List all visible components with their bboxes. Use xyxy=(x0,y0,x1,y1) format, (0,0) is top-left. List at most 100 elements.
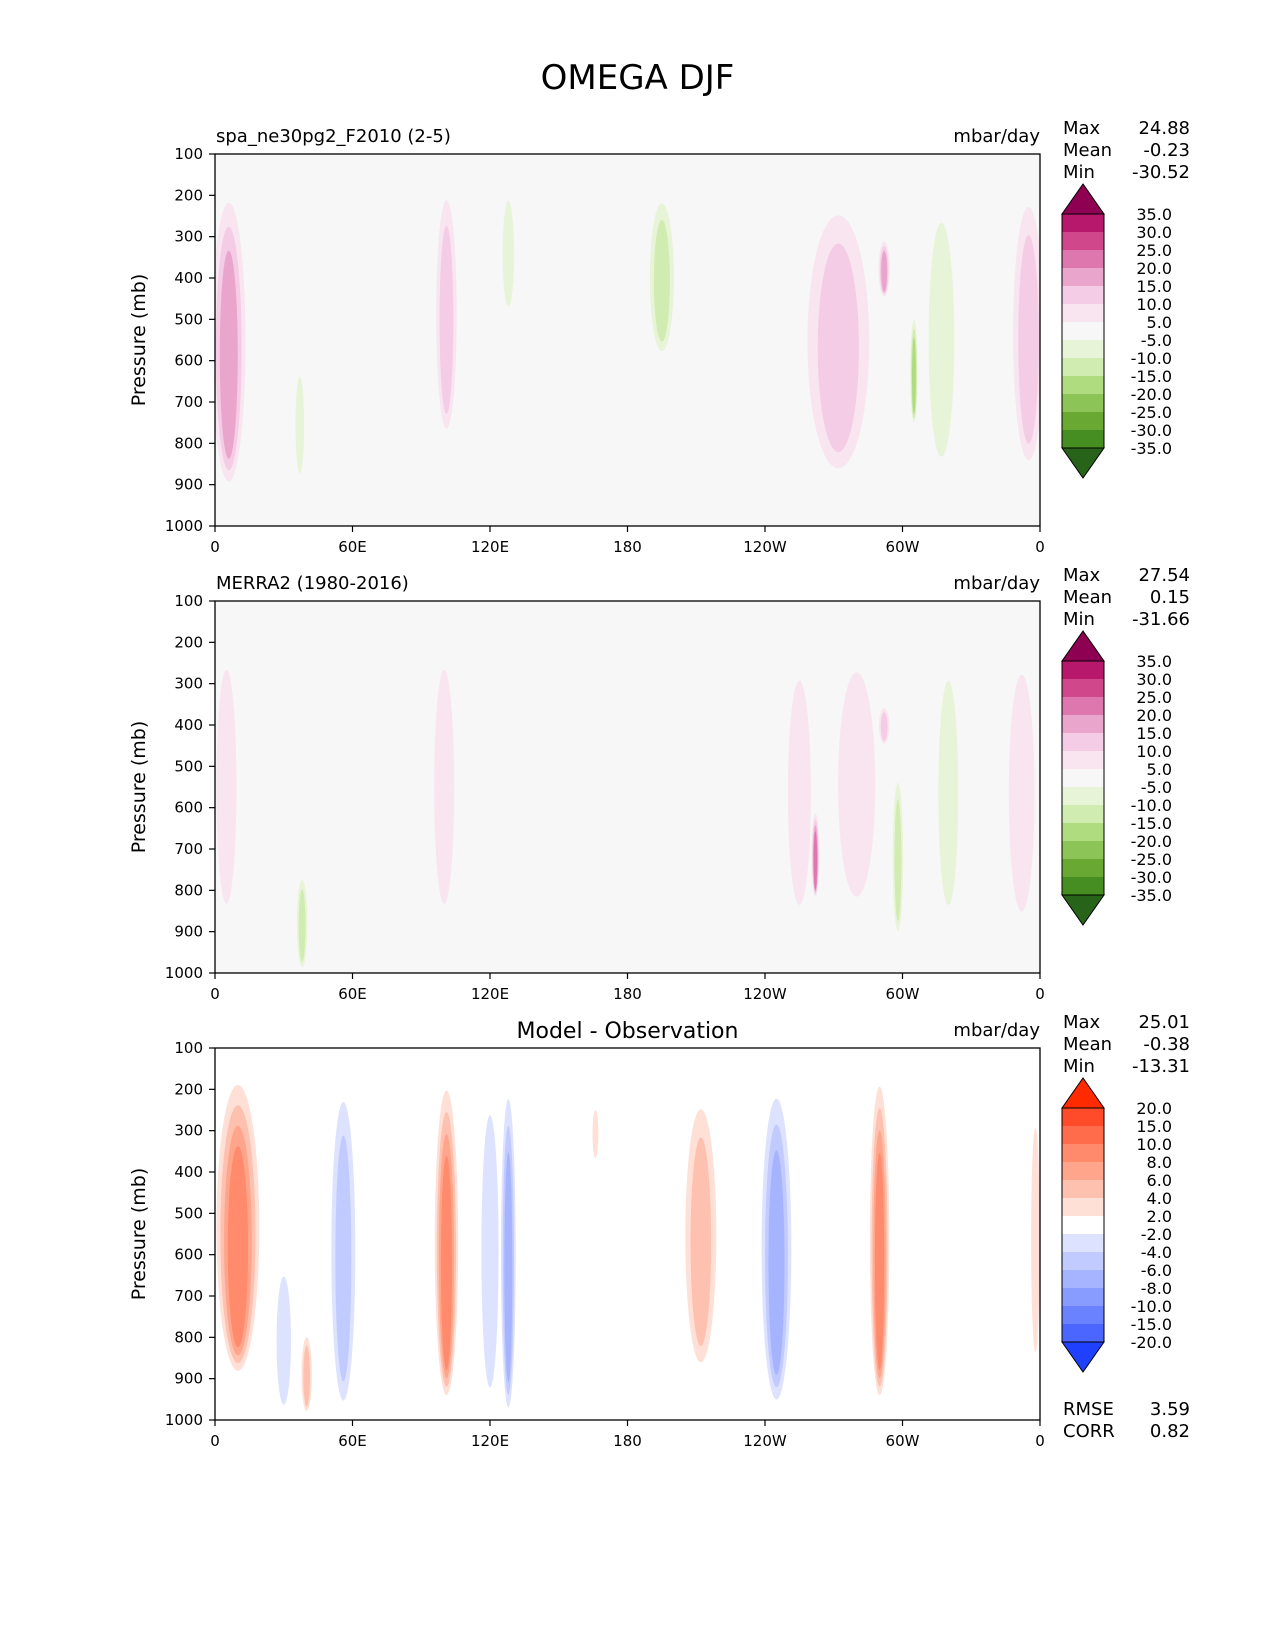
colorbar-cell xyxy=(1062,430,1104,448)
colorbar-cell xyxy=(1062,1234,1104,1252)
colorbar-extend-max xyxy=(1061,1077,1105,1109)
field-feature-0-level-1 xyxy=(216,669,237,904)
colorbar-tick-label: -20.0 xyxy=(1131,832,1172,851)
colorbar-tick-label: 5.0 xyxy=(1147,313,1172,332)
x-tick-label: 180 xyxy=(613,1432,642,1450)
y-axis-label: Pressure (mb) xyxy=(128,1168,150,1301)
y-tick-label: 300 xyxy=(174,675,203,693)
x-tick-label: 60E xyxy=(338,538,367,556)
colorbar-tick-label: -15.0 xyxy=(1131,814,1172,833)
field-feature-4-level-4 xyxy=(440,1155,452,1370)
stat-label-max: Max xyxy=(1063,1012,1101,1033)
colorbar-tick-label: 15.0 xyxy=(1136,1117,1172,1136)
stat-value-min: -13.31 xyxy=(1132,1056,1190,1077)
x-tick-label: 180 xyxy=(613,538,642,556)
stat-value-max: 27.54 xyxy=(1138,565,1190,586)
y-tick-label: 400 xyxy=(174,1163,203,1181)
colorbar-cell xyxy=(1062,268,1104,286)
colorbar-tick-label: 20.0 xyxy=(1136,259,1172,278)
colorbar-cell xyxy=(1062,823,1104,841)
y-tick-label: 500 xyxy=(174,757,203,775)
field-feature-12-level-1 xyxy=(928,222,955,457)
x-tick-label: 0 xyxy=(1035,538,1045,556)
field-feature-6-level-3 xyxy=(504,1152,513,1383)
colorbar-cell xyxy=(1062,769,1104,787)
colorbar-tick-label: 15.0 xyxy=(1136,277,1172,296)
x-tick-label: 0 xyxy=(210,985,220,1003)
colorbar-tick-label: -35.0 xyxy=(1131,886,1172,905)
colorbar-frame xyxy=(1061,660,1105,896)
field-feature-8-level-0 xyxy=(645,1110,683,1379)
colorbar-extend-min xyxy=(1061,447,1105,479)
field-feature-6-level-1 xyxy=(502,200,515,307)
colorbar-cell xyxy=(1062,214,1104,232)
colorbar-cell xyxy=(1062,715,1104,733)
field-feature-1-level-0 xyxy=(272,344,296,518)
x-tick-label: 120E xyxy=(471,1432,509,1450)
colorbar-cell xyxy=(1062,394,1104,412)
x-tick-label: 60W xyxy=(886,1432,920,1450)
colorbar-frame xyxy=(1061,1107,1105,1343)
colorbar-cell xyxy=(1062,1216,1104,1234)
colorbar-cell xyxy=(1062,1252,1104,1270)
field-features xyxy=(215,1064,1040,1420)
colorbar-cell xyxy=(1062,1270,1104,1288)
field-features xyxy=(215,629,1040,973)
colorbar-cell xyxy=(1062,1108,1104,1126)
colorbar-cell xyxy=(1062,733,1104,751)
colorbar-tick-label: -30.0 xyxy=(1131,421,1172,440)
colorbar-tick-label: 10.0 xyxy=(1136,1135,1172,1154)
field-feature-3-level-2 xyxy=(335,1135,352,1382)
field-feature-3-level-0 xyxy=(338,195,358,258)
colorbar-cell xyxy=(1062,1162,1104,1180)
colorbar-cell xyxy=(1062,304,1104,322)
x-tick-label: 0 xyxy=(1035,1432,1045,1450)
stat-value-mean: 0.15 xyxy=(1150,587,1190,608)
y-tick-label: 500 xyxy=(174,1204,203,1222)
x-tick-label: 120W xyxy=(743,1432,787,1450)
x-tick-label: 120W xyxy=(743,985,787,1003)
colorbar-tick-label: 6.0 xyxy=(1147,1171,1172,1190)
panel-title: Model - Observation xyxy=(517,1019,739,1044)
field-feature-10-level-1 xyxy=(1008,674,1035,912)
colorbar-tick-label: 10.0 xyxy=(1136,742,1172,761)
y-tick-label: 100 xyxy=(174,145,203,163)
colorbar-cell xyxy=(1062,1324,1104,1342)
field-feature-12-level-0 xyxy=(902,1089,940,1420)
y-tick-label: 400 xyxy=(174,269,203,287)
y-tick-label: 800 xyxy=(174,434,203,452)
stat-label-max: Max xyxy=(1063,118,1101,139)
colorbar-tick-label: -4.0 xyxy=(1141,1243,1172,1262)
colorbar-tick-label: -10.0 xyxy=(1131,349,1172,368)
colorbar: 20.015.010.08.06.04.02.0-2.0-4.0-6.0-8.0… xyxy=(1061,1077,1172,1373)
colorbar-tick-label: -2.0 xyxy=(1141,1225,1172,1244)
colorbar: 35.030.025.020.015.010.05.0-5.0-10.0-15.… xyxy=(1061,183,1172,479)
stat-value-rmse: 3.59 xyxy=(1150,1399,1190,1420)
x-tick-label: 180 xyxy=(613,985,642,1003)
colorbar-cell xyxy=(1062,661,1104,679)
x-tick-label: 120E xyxy=(471,538,509,556)
field-feature-1-level-2 xyxy=(298,889,306,962)
colorbar-tick-label: -25.0 xyxy=(1131,850,1172,869)
stat-label-mean: Mean xyxy=(1063,1034,1112,1055)
colorbar-cell xyxy=(1062,358,1104,376)
colorbar-tick-label: -15.0 xyxy=(1131,367,1172,386)
x-tick-label: 0 xyxy=(210,1432,220,1450)
field-feature-11-level-3 xyxy=(911,337,916,415)
y-tick-label: 1000 xyxy=(165,1411,203,1429)
colorbar-tick-label: 5.0 xyxy=(1147,760,1172,779)
colorbar-cell xyxy=(1062,841,1104,859)
stat-value-max: 25.01 xyxy=(1138,1012,1190,1033)
field-feature-0-level-4 xyxy=(227,1146,249,1348)
field-feature-7-level-2 xyxy=(880,712,888,742)
stat-value-mean: -0.38 xyxy=(1143,1034,1190,1055)
colorbar-cell xyxy=(1062,1126,1104,1144)
stat-label-mean: Mean xyxy=(1063,140,1112,161)
colorbar-cell xyxy=(1062,340,1104,358)
colorbar-tick-label: -15.0 xyxy=(1131,1315,1172,1334)
panel-test: 0 60E 120E 180 120W 60W 0 100 200 300 400 500 600 700… xyxy=(128,118,1190,556)
y-tick-label: 700 xyxy=(174,840,203,858)
field-feature-0-level-3 xyxy=(219,250,238,459)
field-feature-5-level-4 xyxy=(813,831,818,890)
colorbar-tick-label: 8.0 xyxy=(1147,1153,1172,1172)
